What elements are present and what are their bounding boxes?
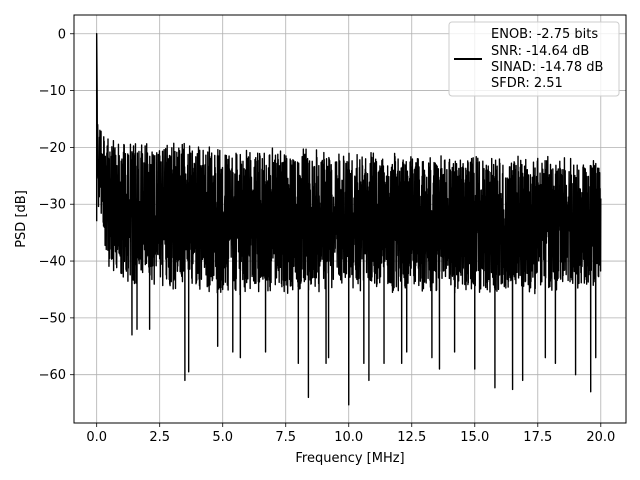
y-tick-label: −40: [39, 255, 66, 270]
plot-frame: [73, 14, 627, 424]
x-tick-label: 2.5: [149, 430, 170, 445]
y-tick-label: −30: [39, 198, 66, 213]
x-tick-label: 0.0: [86, 430, 107, 445]
x-tick-label: 15.0: [460, 430, 489, 445]
series-layer: [95, 33, 602, 406]
x-tick-label: 20.0: [586, 430, 615, 445]
psd-series-line: [95, 33, 602, 406]
y-tick-label: 0: [58, 27, 66, 42]
x-axis: 0.0 2.5 5.0 7.5 10.0 12.5 15.0 17.5 20.0: [86, 423, 615, 445]
y-tick-label: −60: [39, 368, 66, 383]
legend-box: [448, 21, 620, 97]
x-tick-label: 5.0: [212, 430, 233, 445]
legend-line-enob: ENOB: -2.75 bits: [491, 27, 598, 42]
legend-line-sfdr: SFDR: 2.51: [491, 76, 563, 91]
legend-line-snr: SNR: -14.64 dB: [491, 44, 589, 59]
legend-line-sinad: SINAD: -14.78 dB: [491, 60, 603, 75]
x-tick-label: 12.5: [397, 430, 426, 445]
x-tick-label: 17.5: [523, 430, 552, 445]
x-axis-label: Frequency [MHz]: [295, 451, 404, 466]
y-tick-label: −50: [39, 311, 66, 326]
y-axis: 0 −10 −20 −30 −40 −50 −60: [39, 27, 74, 383]
y-axis-label: PSD [dB]: [14, 190, 29, 248]
x-tick-label: 10.0: [334, 430, 363, 445]
y-tick-label: −20: [39, 141, 66, 156]
legend: ENOB: -2.75 bits SNR: -14.64 dB SINAD: -…: [448, 21, 620, 97]
x-tick-label: 7.5: [275, 430, 296, 445]
y-tick-label: −10: [39, 84, 66, 99]
